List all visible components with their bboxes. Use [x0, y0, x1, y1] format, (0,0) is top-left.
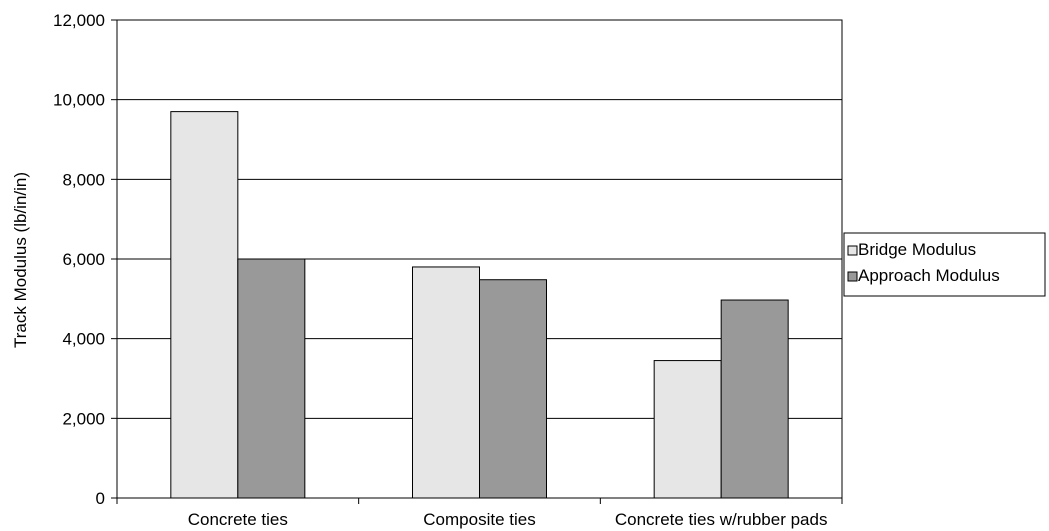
x-tick-label: Concrete ties: [188, 510, 288, 529]
bar: [170, 111, 239, 499]
bar: [237, 258, 306, 499]
bar: [720, 299, 789, 499]
x-tick-label: Concrete ties w/rubber pads: [615, 510, 828, 529]
legend-swatch: [847, 245, 858, 256]
bar: [412, 266, 480, 499]
y-axis-title: Track Modulus (lb/in/in): [11, 172, 30, 348]
y-tick-label: 2,000: [62, 409, 105, 428]
legend-label: Approach Modulus: [858, 266, 1000, 285]
legend-swatch: [847, 271, 858, 282]
x-tick-label: Composite ties: [423, 510, 535, 529]
bar: [653, 360, 722, 499]
bars: [170, 111, 789, 499]
legend-box: [843, 232, 1046, 297]
axes: 0 2,000 4,000 6,000 8,000 10,000 12,000 Concret…: [53, 11, 843, 529]
y-tick-label: 0: [96, 489, 105, 508]
legend: Bridge Modulus Approach Modulus: [843, 232, 1046, 297]
y-tick-label: 10,000: [53, 91, 105, 110]
y-axis-label: Track Modulus (lb/in/in): [11, 172, 30, 348]
y-tick-label: 8,000: [62, 170, 105, 189]
y-tick-label: 4,000: [62, 330, 105, 349]
legend-label: Bridge Modulus: [858, 240, 976, 259]
bar: [479, 279, 547, 499]
y-tick-label: 12,000: [53, 11, 105, 30]
y-tick-label: 6,000: [62, 250, 105, 269]
